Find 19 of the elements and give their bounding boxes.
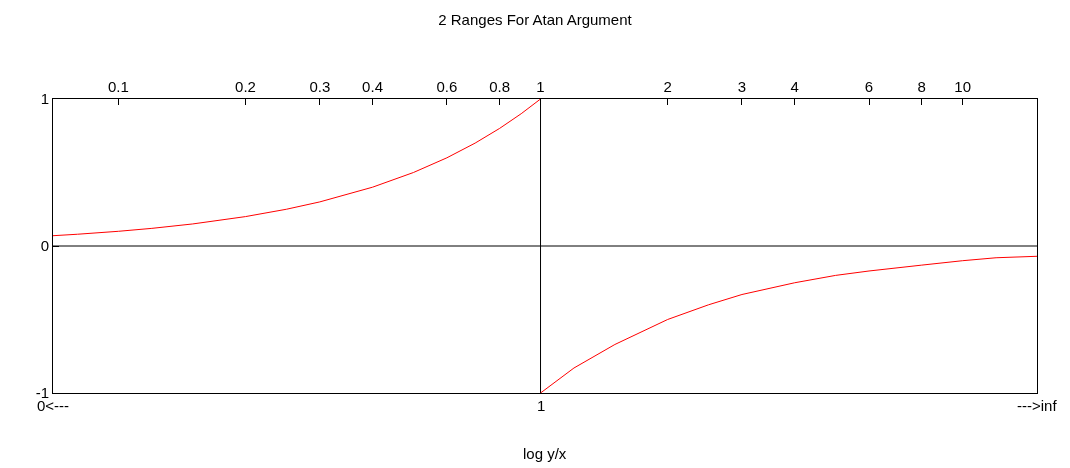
- x-tick-label: 0.8: [489, 78, 511, 95]
- chart-title: 2 Ranges For Atan Argument: [438, 10, 633, 28]
- x-tick-label: 2: [663, 78, 672, 95]
- x-axis-title: log y/x: [523, 445, 567, 462]
- x-tick-label: 4: [790, 78, 799, 95]
- x-tick-label: 0.2: [235, 78, 256, 95]
- annotation: 1: [537, 397, 546, 414]
- text: --->inf: [1017, 397, 1058, 414]
- x-tick-label: 6: [864, 78, 874, 95]
- x-tick-label: 8: [917, 78, 926, 95]
- y-tick-label: 1: [40, 90, 49, 108]
- x-tick-label: 1: [536, 78, 545, 95]
- x-tick-label: 0.4: [362, 78, 383, 95]
- x-tick-label: 0.1: [107, 78, 129, 95]
- y-tick-label: 0: [40, 237, 49, 255]
- x-tick-label: 3: [737, 78, 747, 95]
- x-tick-label: 0.3: [309, 78, 331, 95]
- x-tick-label: 10: [954, 78, 972, 95]
- x-tick-label: 0.6: [436, 78, 458, 95]
